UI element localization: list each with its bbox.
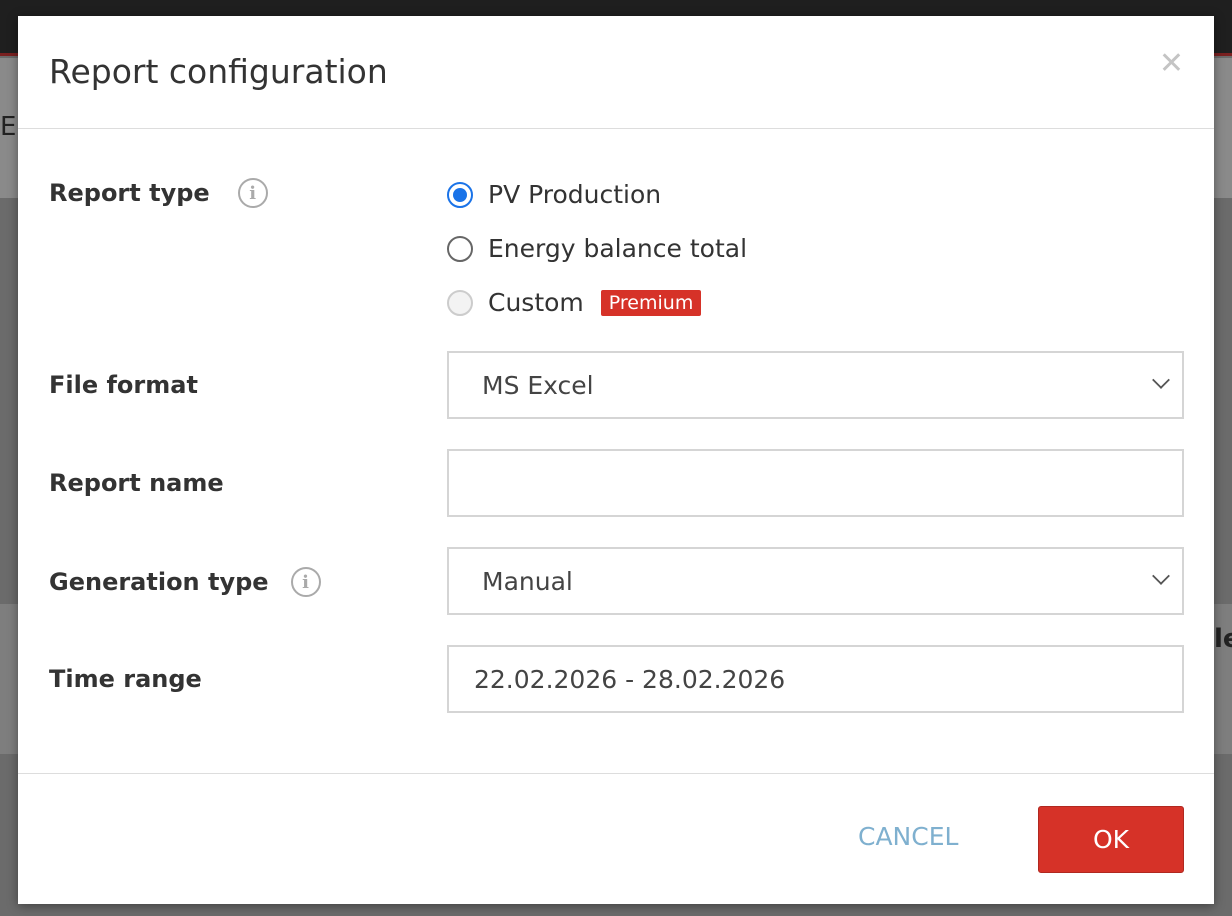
radio-button bbox=[447, 289, 473, 316]
radio-label: Custom bbox=[488, 288, 584, 317]
generation-type-label: Generation type bbox=[49, 568, 269, 596]
chevron-down-icon bbox=[1152, 567, 1170, 585]
dialog-footer: CANCEL OK bbox=[18, 773, 1214, 904]
cancel-button[interactable]: CANCEL bbox=[858, 822, 959, 851]
file-format-value: MS Excel bbox=[482, 370, 594, 400]
file-format-label: File format bbox=[49, 371, 198, 399]
radio-energy-balance-total[interactable]: Energy balance total bbox=[447, 234, 747, 263]
background-text: le bbox=[1214, 624, 1232, 654]
close-icon[interactable]: ✕ bbox=[1158, 46, 1184, 81]
dialog-header: Report configuration ✕ bbox=[18, 16, 1214, 129]
generation-type-label-row: Generation type i bbox=[49, 567, 321, 597]
generation-type-value: Manual bbox=[482, 566, 573, 596]
premium-badge: Premium bbox=[600, 289, 702, 316]
background-text: E bbox=[0, 112, 17, 142]
file-format-select[interactable]: MS Excel bbox=[447, 351, 1184, 419]
report-name-label-row: Report name bbox=[49, 469, 224, 497]
radio-custom: Custom Premium bbox=[447, 288, 702, 317]
time-range-input[interactable]: 22.02.2026 - 28.02.2026 bbox=[447, 645, 1184, 713]
radio-button[interactable] bbox=[447, 181, 473, 208]
ok-button[interactable]: OK bbox=[1038, 806, 1184, 873]
radio-button[interactable] bbox=[447, 235, 473, 262]
file-format-label-row: File format bbox=[49, 371, 198, 399]
radio-pv-production[interactable]: PV Production bbox=[447, 180, 661, 209]
report-name-input[interactable] bbox=[447, 449, 1184, 517]
dialog-title: Report configuration bbox=[49, 52, 388, 91]
report-name-label: Report name bbox=[49, 469, 224, 497]
info-icon[interactable]: i bbox=[290, 567, 321, 597]
chevron-down-icon bbox=[1152, 371, 1170, 389]
radio-label: Energy balance total bbox=[488, 234, 748, 263]
radio-label: PV Production bbox=[488, 180, 662, 209]
report-type-label-row: Report type i bbox=[49, 178, 268, 208]
generation-type-select[interactable]: Manual bbox=[447, 547, 1184, 615]
info-icon[interactable]: i bbox=[237, 178, 268, 208]
time-range-value: 22.02.2026 - 28.02.2026 bbox=[474, 664, 786, 694]
time-range-label: Time range bbox=[49, 665, 202, 693]
time-range-label-row: Time range bbox=[49, 665, 202, 693]
report-configuration-dialog: Report configuration ✕ Report type i PV … bbox=[18, 16, 1214, 904]
report-type-label: Report type bbox=[49, 179, 210, 207]
